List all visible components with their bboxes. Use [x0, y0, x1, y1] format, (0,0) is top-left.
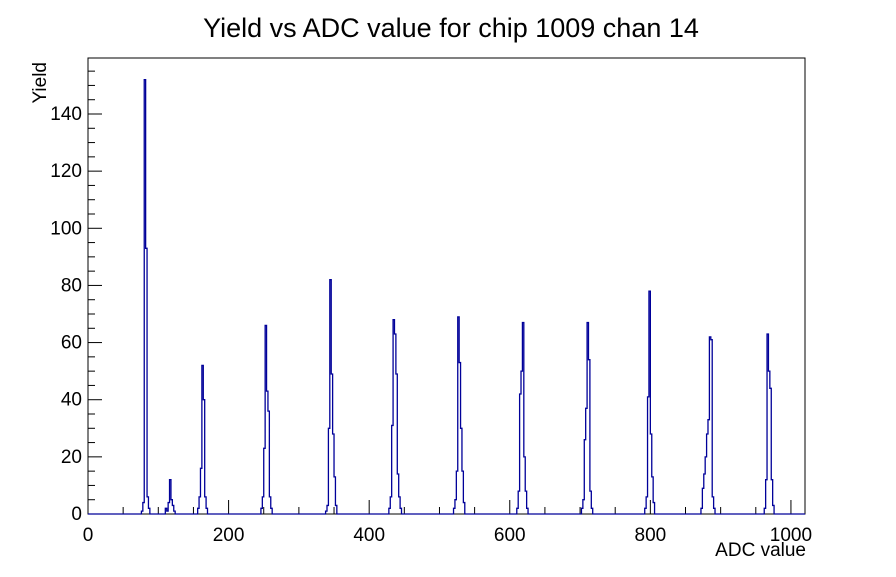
y-tick-label: 120: [50, 161, 82, 182]
axis-ticks: [87, 70, 792, 515]
y-tick-label: 20: [61, 447, 82, 468]
x-tick-label: 1000: [770, 525, 812, 546]
x-axis-title: ADC value: [715, 540, 806, 561]
y-tick-label: 60: [61, 333, 82, 354]
y-tick-label: 100: [50, 218, 82, 239]
y-tick-label: 0: [71, 504, 82, 525]
histogram-line: [88, 79, 805, 515]
y-tick-label: 140: [50, 104, 82, 125]
x-tick-label: 800: [635, 525, 667, 546]
x-tick-label: 0: [83, 525, 94, 546]
x-tick-label: 600: [494, 525, 526, 546]
x-tick-label: 200: [213, 525, 245, 546]
y-tick-label: 80: [61, 275, 82, 296]
chart-title: Yield vs ADC value for chip 1009 chan 14: [203, 13, 699, 43]
y-axis-title: Yield: [30, 62, 51, 104]
y-tick-label: 40: [61, 390, 82, 411]
x-tick-label: 400: [353, 525, 385, 546]
axis-tick-labels: 0 200 400 600 800 1000 0 20 40 60 80 100 120 140: [50, 104, 812, 546]
plot-frame: [87, 57, 806, 515]
